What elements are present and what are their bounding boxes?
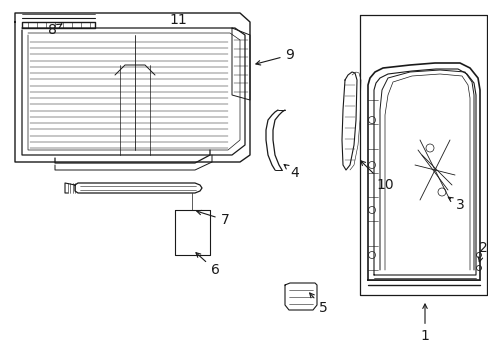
Text: 6: 6 bbox=[196, 253, 219, 277]
Text: 9: 9 bbox=[255, 48, 294, 65]
Text: 11: 11 bbox=[169, 13, 186, 27]
Text: 5: 5 bbox=[309, 293, 326, 315]
Text: 2: 2 bbox=[477, 241, 487, 262]
Text: 1: 1 bbox=[420, 304, 428, 343]
Text: 4: 4 bbox=[284, 165, 299, 180]
Text: 7: 7 bbox=[197, 210, 229, 227]
Text: 10: 10 bbox=[360, 161, 393, 192]
Text: 8: 8 bbox=[47, 23, 61, 37]
Text: 3: 3 bbox=[447, 197, 464, 212]
